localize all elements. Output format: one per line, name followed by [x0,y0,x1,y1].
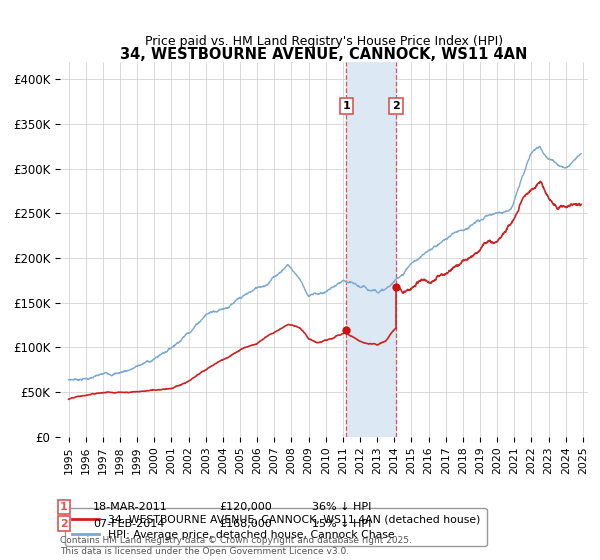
Text: Contains HM Land Registry data © Crown copyright and database right 2025.
This d: Contains HM Land Registry data © Crown c… [60,536,412,556]
Legend: 34, WESTBOURNE AVENUE, CANNOCK, WS11 4AN (detached house), HPI: Average price, d: 34, WESTBOURNE AVENUE, CANNOCK, WS11 4AN… [65,508,487,547]
Text: 1: 1 [343,101,350,111]
Text: 07-FEB-2014: 07-FEB-2014 [93,519,164,529]
Bar [346,62,396,437]
Text: 2: 2 [392,101,400,111]
Text: 2: 2 [60,519,68,529]
Title: 34, WESTBOURNE AVENUE, CANNOCK, WS11 4AN: 34, WESTBOURNE AVENUE, CANNOCK, WS11 4AN [121,46,527,62]
Text: £168,000: £168,000 [219,519,272,529]
Text: 15% ↓ HPI: 15% ↓ HPI [312,519,371,529]
Text: £120,000: £120,000 [219,502,272,512]
Text: 1: 1 [60,502,68,512]
Text: 18-MAR-2011: 18-MAR-2011 [93,502,168,512]
Text: 36% ↓ HPI: 36% ↓ HPI [312,502,371,512]
Text: Price paid vs. HM Land Registry's House Price Index (HPI): Price paid vs. HM Land Registry's House … [145,35,503,49]
